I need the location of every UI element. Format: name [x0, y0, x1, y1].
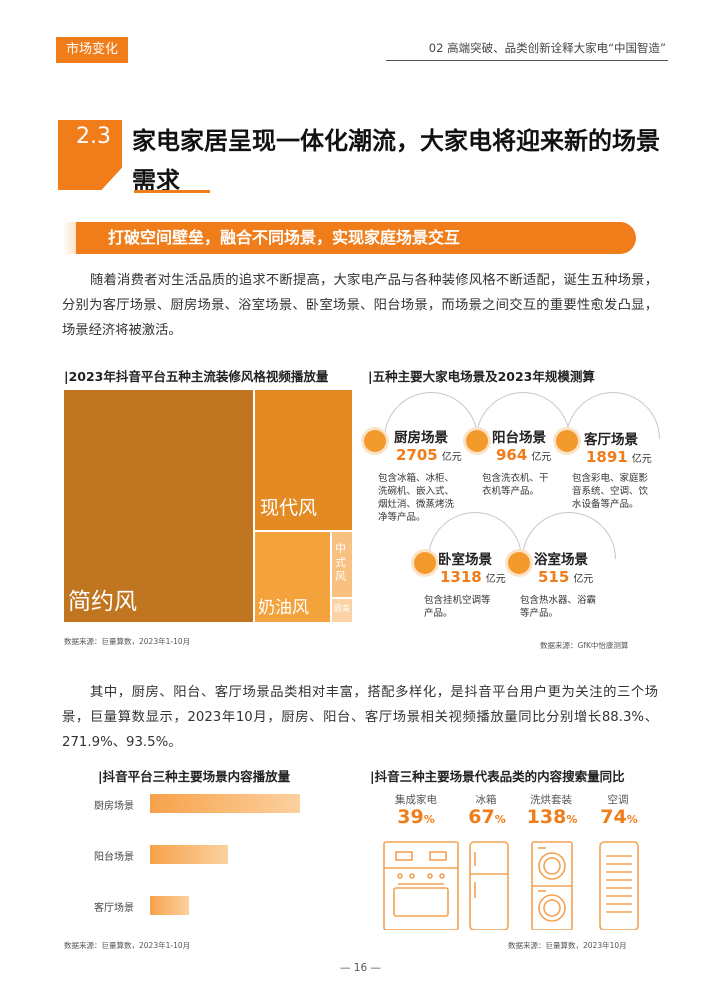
bar [150, 845, 228, 864]
scene-name: 卧室场景 [438, 552, 492, 568]
scene-desc: 包含热水器、浴霸 等产品。 [520, 595, 597, 619]
fridge-icon [469, 841, 509, 930]
integrated-stove-icon [383, 841, 459, 930]
treemap-label: 中式风 [335, 542, 346, 583]
section-number: 2.3 [58, 120, 122, 190]
scene-dot [414, 552, 436, 574]
section-tag: 市场变化 [56, 37, 128, 63]
bar-category-label: 客厅场景 [94, 903, 134, 914]
growth-label: 洗烘套装 [530, 794, 572, 806]
treemap-cell-naiyou: 奶油风 [255, 532, 330, 622]
scene-desc: 包含挂机空调等 产品。 [424, 595, 491, 619]
scenes-source: 数据来源：GfK中怡康测算 [540, 641, 629, 650]
treemap: 简约风 现代风 奶油风 中式风 欧美 [64, 390, 352, 622]
scenes-graphic: 厨房场景 2705 亿元 包含冰箱、冰柜、 洗碗机、嵌入式、 烟灶消、微蒸烤洗 净等产品… [360, 372, 680, 638]
treemap-source: 数据来源：巨量算数，2023年1-10月 [64, 637, 191, 646]
treemap-cell-oumei: 欧美 [332, 599, 352, 622]
treemap-title: |2023年抖音平台五种主流装修风格视频播放量 [64, 369, 329, 384]
scene-desc: 包含彩电、家庭影 音系统、空调、饮 水设备等产品。 [572, 473, 649, 510]
growth-value: 138% [526, 806, 578, 828]
scene-value: 2705 亿元 [396, 446, 462, 464]
growth-label: 集成家电 [395, 794, 437, 806]
scene-name: 浴室场景 [534, 552, 588, 568]
page-number: — 16 — [339, 962, 382, 974]
bar-category-label: 厨房场景 [94, 801, 134, 812]
appliance-icons [383, 841, 639, 930]
scene-name: 客厅场景 [584, 432, 638, 448]
treemap-cell-xiandai: 现代风 [255, 390, 352, 530]
treemap-label: 简约风 [68, 589, 137, 615]
treemap-label: 奶油风 [258, 598, 309, 618]
scene-dot [466, 430, 488, 452]
scene-dot [556, 430, 578, 452]
scene-value: 964 亿元 [496, 446, 552, 464]
bar [150, 896, 189, 915]
scenes-title: |五种主要大家电场景及2023年规模测算 [368, 369, 595, 384]
growth-paragraph: 其中，厨房、阳台、客厅场景品类相对丰富，搭配多样化，是抖音平台用户更为关注的三个… [62, 685, 658, 750]
bar-category-label: 阳台场景 [94, 852, 134, 863]
subsection-banner: 打破空间壁垒，融合不同场景，实现家庭场景交互 [76, 222, 636, 254]
growth-label: 空调 [607, 794, 629, 806]
scene-value: 515 亿元 [538, 568, 594, 586]
growth-label: 冰箱 [475, 794, 497, 806]
treemap-cell-zhongshi: 中式风 [332, 532, 352, 597]
header-divider [386, 60, 668, 61]
scene-desc: 包含洗衣机、干 衣机等产品。 [482, 473, 549, 497]
treemap-label: 现代风 [260, 497, 318, 519]
bar-chart-title: |抖音平台三种主要场景内容播放量 [98, 769, 291, 784]
scene-dot [508, 552, 530, 574]
scene-value: 1891 亿元 [586, 448, 652, 466]
growth-chart-source: 数据来源：巨量算数，2023年10月 [508, 941, 627, 950]
washer-dryer-icon [531, 841, 573, 930]
scene-name: 厨房场景 [394, 430, 448, 446]
scene-desc: 包含冰箱、冰柜、 洗碗机、嵌入式、 烟灶消、微蒸烤洗 净等产品。 [378, 473, 455, 523]
growth-value: 39% [397, 806, 435, 828]
growth-chart-title: |抖音三种主要场景代表品类的内容搜索量同比 [370, 769, 625, 784]
bar [150, 794, 300, 813]
treemap-label: 欧美 [334, 604, 350, 613]
title-underline [134, 190, 210, 193]
section-title: 家电家居呈现一体化潮流，大家电将迎来新的场景需求 [132, 127, 660, 195]
scene-dot [364, 430, 386, 452]
air-conditioner-icon [599, 841, 639, 930]
growth-value: 74% [600, 806, 638, 828]
scene-value: 1318 亿元 [440, 568, 506, 586]
intro-paragraph: 随着消费者对生活品质的追求不断提高，大家电产品与各种装修风格不断适配，诞生五种场… [62, 273, 658, 338]
treemap-cell-jianyue: 简约风 [64, 390, 253, 622]
chapter-title: 02 高端突破、品类创新诠释大家电“中国智造” [428, 41, 666, 55]
scene-name: 阳台场景 [492, 430, 546, 446]
bar-chart-source: 数据来源：巨量算数，2023年1-10月 [64, 941, 191, 950]
bar-chart: 厨房场景阳台场景客厅场景 [90, 790, 350, 920]
growth-value: 67% [468, 806, 506, 828]
growth-chart: 集成家电 39% 冰箱 67% 洗烘套装 138% 空调 74% [374, 790, 664, 930]
